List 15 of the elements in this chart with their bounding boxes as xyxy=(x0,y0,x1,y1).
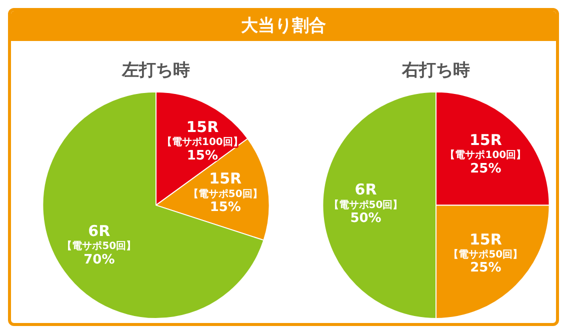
chart-title: 右打ち時 xyxy=(401,60,470,81)
text: 大当り割合 xyxy=(11,11,556,41)
data-label: 25% xyxy=(470,161,502,176)
data-label: 50% xyxy=(350,211,382,226)
chart-title: 左打ち時 xyxy=(121,60,190,81)
data-label: 15% xyxy=(210,200,241,216)
slice-label: 6R 【電サポ50回】 xyxy=(328,180,403,211)
slice-label: 15R 【電サポ100回】 xyxy=(445,130,526,162)
data-label: 25% xyxy=(470,260,502,276)
data-label: 70% xyxy=(84,252,115,268)
data-label: 15% xyxy=(186,148,218,164)
slice-label: 6R 【電サポ50回】 xyxy=(62,222,136,252)
slice-label: 15R 【電サポ50回】 xyxy=(188,170,262,200)
slice-label: 15R 【電サポ50回】 xyxy=(448,230,523,260)
slice-label: 15R 【電サポ100回】 xyxy=(162,118,243,148)
